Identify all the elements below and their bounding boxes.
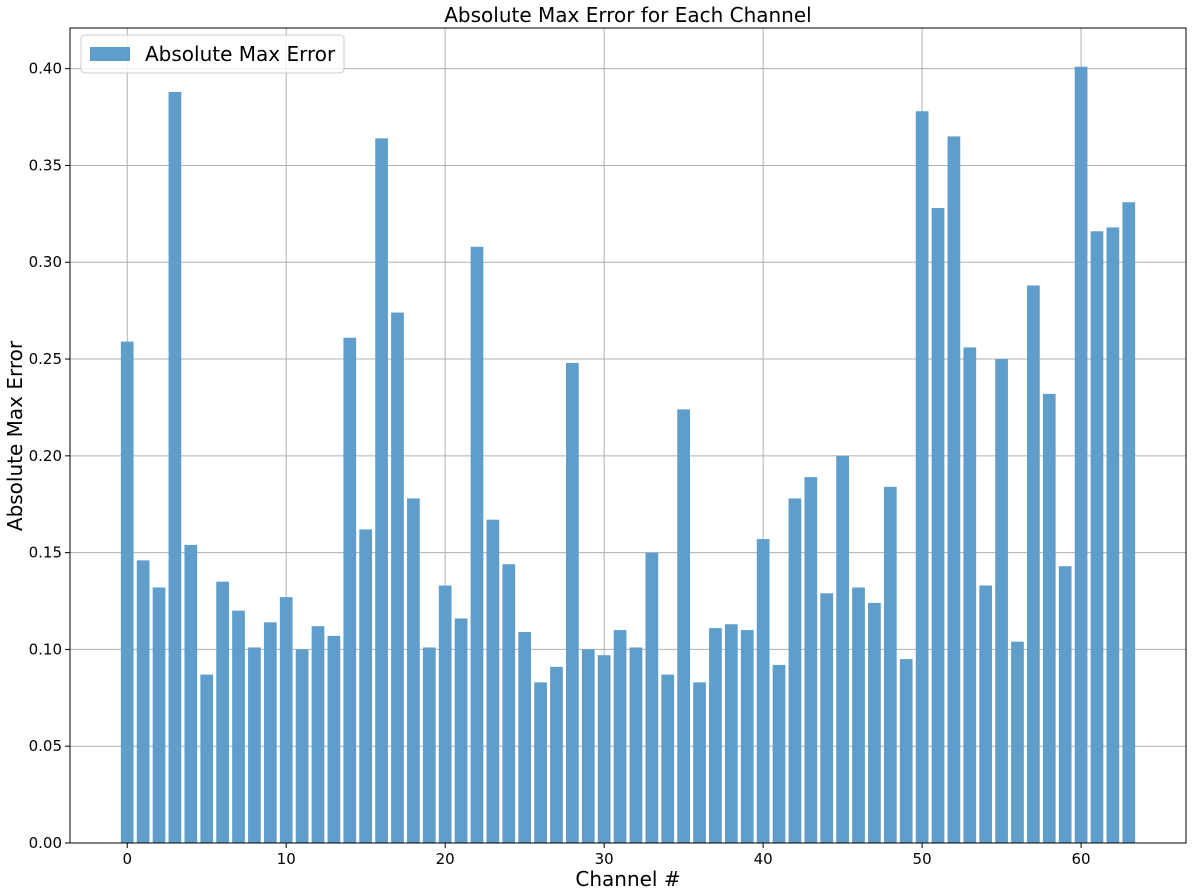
bar-channel-47 xyxy=(868,602,881,843)
legend-swatch xyxy=(90,47,130,61)
bar-channel-42 xyxy=(788,498,802,843)
x-tick-label: 0 xyxy=(122,850,132,868)
bar-channel-12 xyxy=(311,626,325,843)
y-tick-label: 0.10 xyxy=(29,640,62,658)
bar-channel-0 xyxy=(120,341,134,843)
bar-channel-58 xyxy=(1042,393,1056,843)
bar-channel-35 xyxy=(677,409,690,843)
bar-channel-39 xyxy=(740,630,754,843)
bar-channel-26 xyxy=(534,682,547,843)
y-tick-label: 0.40 xyxy=(29,60,62,78)
bar-channel-24 xyxy=(502,564,516,843)
bar-channel-14 xyxy=(343,337,357,843)
bar-channel-40 xyxy=(756,539,770,843)
x-tick-label: 20 xyxy=(436,850,455,868)
bar-channel-48 xyxy=(883,486,897,843)
bar-channel-61 xyxy=(1090,231,1104,843)
bar-channel-38 xyxy=(724,624,738,843)
bar-channel-21 xyxy=(454,618,468,843)
bar-channel-16 xyxy=(375,138,388,843)
bar-channel-33 xyxy=(645,552,659,843)
bar-channel-18 xyxy=(407,498,420,843)
x-tick-label: 10 xyxy=(277,850,296,868)
bar-channel-13 xyxy=(327,635,341,843)
bar-channel-62 xyxy=(1106,227,1120,844)
bar-channel-1 xyxy=(136,560,150,843)
x-tick-label: 30 xyxy=(595,850,614,868)
bar-channel-50 xyxy=(915,111,929,843)
x-tick-label: 60 xyxy=(1072,850,1091,868)
x-axis-ticks: 0 10 20 30 40 50 60 xyxy=(122,843,1091,868)
y-axis-label: Absolute Max Error xyxy=(3,340,27,531)
bar-channel-23 xyxy=(486,519,500,843)
bar-channel-56 xyxy=(1011,641,1024,843)
bar-channel-63 xyxy=(1122,202,1136,843)
bar-channel-9 xyxy=(263,622,277,843)
bar-channel-25 xyxy=(518,631,532,843)
bar-channel-60 xyxy=(1074,66,1088,843)
y-axis-ticks: 0.00 0.05 0.10 0.15 0.20 0.25 0.30 0.35 0.40 xyxy=(29,60,70,852)
y-tick-label: 0.25 xyxy=(29,350,62,368)
bar-channel-51 xyxy=(931,208,945,843)
plot-frame xyxy=(69,27,1187,844)
x-tick-label: 50 xyxy=(913,850,932,868)
bar-channel-4 xyxy=(184,544,198,843)
bar-channel-15 xyxy=(359,529,373,843)
bar-channel-11 xyxy=(295,649,309,843)
bar-channel-17 xyxy=(391,312,404,843)
bar-channel-49 xyxy=(899,659,913,843)
legend-label: Absolute Max Error xyxy=(145,42,336,66)
legend-frame xyxy=(80,34,345,74)
x-axis-label: Channel # xyxy=(575,867,680,891)
bar-channel-3 xyxy=(168,91,182,844)
bar-channel-36 xyxy=(693,682,706,843)
bar-channel-5 xyxy=(200,674,214,843)
bar-channel-52 xyxy=(947,136,961,843)
bar-channel-54 xyxy=(979,585,993,843)
y-tick-label: 0.30 xyxy=(29,253,62,271)
bar-channel-29 xyxy=(581,649,595,843)
bar-channel-37 xyxy=(709,628,722,843)
bar-channel-45 xyxy=(836,455,849,843)
bar-channel-55 xyxy=(995,359,1008,843)
x-tick-label: 40 xyxy=(754,850,773,868)
bar-channel-32 xyxy=(629,647,643,843)
bar-channel-2 xyxy=(152,587,166,843)
bar-channel-10 xyxy=(279,597,293,843)
bar-channel-44 xyxy=(820,593,834,843)
bar-channel-46 xyxy=(852,587,865,843)
bar-channel-57 xyxy=(1027,285,1040,843)
bar-channel-43 xyxy=(804,477,818,843)
bar-channel-53 xyxy=(963,347,977,843)
bars-layer xyxy=(120,66,1136,844)
bar-channel-19 xyxy=(422,647,436,843)
bar-channel-41 xyxy=(772,664,786,843)
bar-channel-6 xyxy=(216,581,229,843)
bar-channel-22 xyxy=(470,246,484,843)
y-tick-label: 0.05 xyxy=(29,737,62,755)
y-tick-label: 0.35 xyxy=(29,156,62,174)
bar-channel-27 xyxy=(550,666,563,843)
y-tick-label: 0.15 xyxy=(29,544,62,562)
bar-channel-30 xyxy=(597,655,611,843)
bar-channel-59 xyxy=(1058,566,1072,843)
bar-channel-28 xyxy=(566,362,579,843)
y-tick-label: 0.20 xyxy=(29,447,62,465)
bar-channel-7 xyxy=(232,610,245,843)
bar-channel-8 xyxy=(248,647,261,843)
bar-channel-20 xyxy=(438,585,452,843)
bar-channel-31 xyxy=(613,630,627,843)
chart-title: Absolute Max Error for Each Channel xyxy=(444,3,811,27)
bar-channel-34 xyxy=(661,674,675,843)
y-tick-label: 0.00 xyxy=(29,834,62,852)
legend: Absolute Max Error xyxy=(80,34,345,74)
